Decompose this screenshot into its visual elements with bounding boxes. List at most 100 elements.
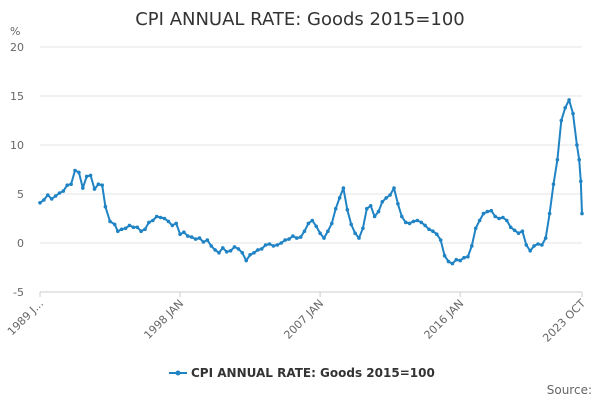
data-point xyxy=(103,204,108,209)
data-point xyxy=(497,216,501,221)
data-point xyxy=(244,258,248,263)
data-point xyxy=(458,258,463,263)
data-point xyxy=(322,236,326,240)
data-point xyxy=(435,232,439,236)
data-point xyxy=(438,238,443,242)
data-point xyxy=(508,225,513,230)
data-point xyxy=(376,209,381,214)
data-point xyxy=(384,196,389,200)
data-point xyxy=(400,214,404,219)
data-point xyxy=(295,236,299,240)
data-point xyxy=(193,237,198,241)
data-point xyxy=(372,214,377,219)
data-point xyxy=(189,235,194,239)
data-point xyxy=(123,226,128,231)
data-point xyxy=(326,229,330,233)
data-point xyxy=(330,221,334,226)
legend[interactable]: CPI ANNUAL RATE: Goods 2015=100 xyxy=(169,366,435,380)
data-point xyxy=(275,243,280,247)
data-point xyxy=(419,220,424,225)
data-point xyxy=(65,183,69,187)
data-point xyxy=(263,243,268,247)
data-point xyxy=(473,226,478,231)
data-point xyxy=(267,242,272,246)
x-tick-label: 2023 OCT xyxy=(540,297,588,345)
y-axis-unit-label: % xyxy=(10,25,20,38)
data-point xyxy=(415,218,420,223)
y-tick-label: 5 xyxy=(17,188,24,201)
data-point xyxy=(256,248,260,252)
data-point xyxy=(92,187,97,191)
data-point xyxy=(446,259,451,264)
data-point xyxy=(341,186,346,190)
data-point xyxy=(512,228,517,233)
data-point xyxy=(349,222,354,227)
data-point xyxy=(466,254,470,259)
data-point xyxy=(567,98,571,102)
data-point xyxy=(345,207,350,212)
data-point xyxy=(423,223,427,228)
data-point xyxy=(310,218,315,223)
data-point xyxy=(248,253,252,257)
data-point xyxy=(365,206,369,211)
data-point xyxy=(357,236,361,240)
data-point xyxy=(61,189,66,193)
legend-label: CPI ANNUAL RATE: Goods 2015=100 xyxy=(191,366,435,380)
data-point xyxy=(178,232,182,236)
data-point xyxy=(174,221,178,226)
data-point xyxy=(337,196,342,200)
data-point xyxy=(166,219,171,224)
data-point xyxy=(380,200,385,204)
y-tick-label: 0 xyxy=(17,237,24,250)
data-point xyxy=(575,143,579,147)
data-point xyxy=(411,219,416,224)
data-point xyxy=(543,236,548,240)
data-point xyxy=(205,238,210,242)
data-point xyxy=(81,186,85,190)
data-point xyxy=(154,214,159,219)
data-point xyxy=(547,211,552,216)
data-point xyxy=(333,206,338,211)
data-point xyxy=(489,208,494,213)
data-point xyxy=(520,229,525,233)
data-point xyxy=(100,183,104,187)
data-point xyxy=(485,209,490,214)
data-point xyxy=(454,257,459,262)
data-point xyxy=(42,198,46,202)
data-point xyxy=(462,255,466,260)
data-point xyxy=(477,218,482,223)
data-point xyxy=(228,249,233,253)
data-point xyxy=(532,244,536,248)
data-point xyxy=(524,243,529,247)
data-point xyxy=(197,236,202,240)
data-point xyxy=(252,251,256,255)
data-point xyxy=(38,201,42,205)
data-point xyxy=(108,219,112,224)
data-point xyxy=(555,157,560,162)
data-point xyxy=(528,249,532,253)
series-line xyxy=(39,98,583,265)
data-point xyxy=(403,220,408,225)
gridlines xyxy=(40,46,582,244)
data-point xyxy=(388,193,392,197)
data-point xyxy=(481,211,486,216)
data-point xyxy=(396,202,400,206)
data-point xyxy=(112,222,117,227)
data-point xyxy=(147,220,151,225)
data-point xyxy=(536,242,540,246)
data-point xyxy=(318,231,322,235)
data-point xyxy=(143,227,147,232)
data-point xyxy=(551,182,556,186)
legend-point-marker xyxy=(175,370,181,376)
data-point xyxy=(559,118,564,123)
data-point xyxy=(501,215,505,220)
data-point xyxy=(162,216,167,221)
data-point xyxy=(240,251,245,255)
data-point xyxy=(577,157,581,162)
data-point xyxy=(158,215,163,220)
x-tick-label: 2016 JAN xyxy=(422,297,467,342)
y-tick-label: 10 xyxy=(10,139,24,152)
source-label: Source: xyxy=(547,383,592,397)
data-point xyxy=(236,247,241,251)
